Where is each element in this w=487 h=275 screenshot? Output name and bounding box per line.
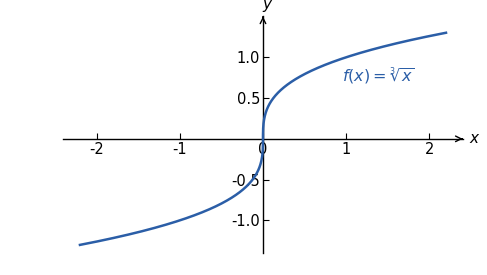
Text: $f(x) = \sqrt[3]{x}$: $f(x) = \sqrt[3]{x}$: [342, 65, 415, 87]
Text: y: y: [262, 0, 272, 12]
Text: x: x: [469, 131, 478, 146]
